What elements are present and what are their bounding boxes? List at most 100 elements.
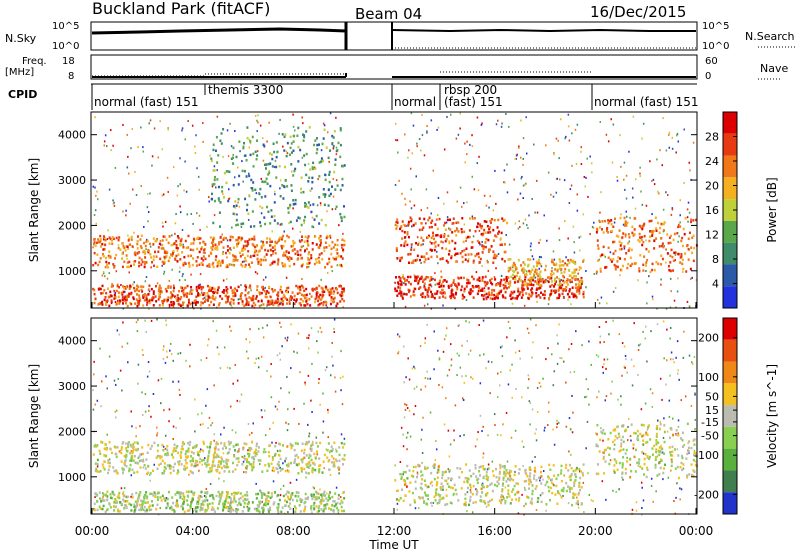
band-cell [148,284,151,287]
noise-cell [279,358,282,361]
band-cell [219,264,222,267]
noise-cell [445,488,448,491]
band-cell [442,224,445,227]
noise-cell [240,284,242,287]
band-cell [596,229,599,232]
band-cell [315,151,318,155]
noise-cell [119,369,122,372]
band-cell [308,297,311,301]
noise-cell [611,380,613,383]
noise-cell [629,463,632,466]
noise-cell [605,395,608,398]
noise-cell [146,303,148,306]
noise-cell [614,439,616,442]
noise-cell [511,396,513,399]
noise-cell [569,281,571,284]
band-cell [277,294,280,297]
band-cell [98,449,101,453]
noise-cell [448,455,451,458]
noise-cell [272,252,274,255]
band-cell [550,269,553,273]
band-cell [213,450,216,453]
band-cell [190,285,193,289]
noise-cell [503,181,505,184]
band-cell [494,256,497,260]
band-cell [179,242,182,246]
band-cell [99,287,102,291]
band-cell [270,299,273,303]
band-cell [222,289,225,292]
band-cell [456,285,459,289]
band-cell [465,285,468,288]
noise-cell [485,505,488,508]
noise-cell [172,380,174,383]
band-cell [251,501,254,504]
noise-cell [156,282,159,285]
band-cell [572,294,575,297]
band-cell [419,258,422,262]
noise-cell [486,259,489,262]
band-cell [143,262,146,266]
band-cell [544,268,547,272]
band-cell [395,276,398,279]
noise-cell [644,337,647,340]
band-cell [517,258,520,262]
band-cell [185,246,188,250]
band-cell [462,240,465,244]
band-cell [242,146,245,150]
band-cell [316,148,319,151]
band-cell [221,297,224,301]
band-cell [161,443,164,447]
noise-cell [571,132,573,135]
noise-cell [499,346,502,349]
band-cell [289,203,292,207]
band-cell [403,277,406,281]
band-cell [599,254,602,258]
band-cell [146,471,149,475]
noise-cell [413,204,416,207]
band-cell [691,251,694,255]
band-cell [336,291,339,295]
band-cell [229,302,232,305]
band-cell [162,448,165,452]
band-cell [682,267,685,271]
band-cell [292,140,295,143]
band-cell [104,447,107,450]
band-cell [330,299,333,302]
noise-cell [483,287,486,290]
noise-cell [646,302,648,305]
noise-cell [676,482,678,485]
band-cell [516,280,519,283]
band-cell [666,252,669,255]
noise-cell [570,342,573,345]
noise-cell [401,192,403,195]
noise-cell [471,377,474,380]
band-cell [335,248,338,252]
noise-cell [406,485,408,488]
noise-cell [311,411,313,414]
noise-cell [146,375,149,378]
band-cell [623,245,626,248]
band-cell [308,258,311,261]
band-cell [279,449,282,453]
band-cell [418,277,421,281]
band-cell [247,291,250,295]
noise-cell [595,272,598,275]
band-cell [281,236,284,239]
band-cell [430,225,433,229]
band-cell [306,242,309,245]
band-cell [207,298,210,301]
band-cell [400,294,403,297]
band-cell [312,161,315,165]
band-cell [118,299,121,302]
band-cell [658,231,661,234]
band-cell [661,242,664,245]
noise-cell [504,486,507,489]
band-cell [115,253,118,257]
noise-cell [311,216,314,219]
noise-cell [213,433,216,436]
noise-cell [279,118,281,121]
noise-cell [676,134,678,137]
noise-cell [466,340,468,343]
noise-cell [239,298,241,301]
